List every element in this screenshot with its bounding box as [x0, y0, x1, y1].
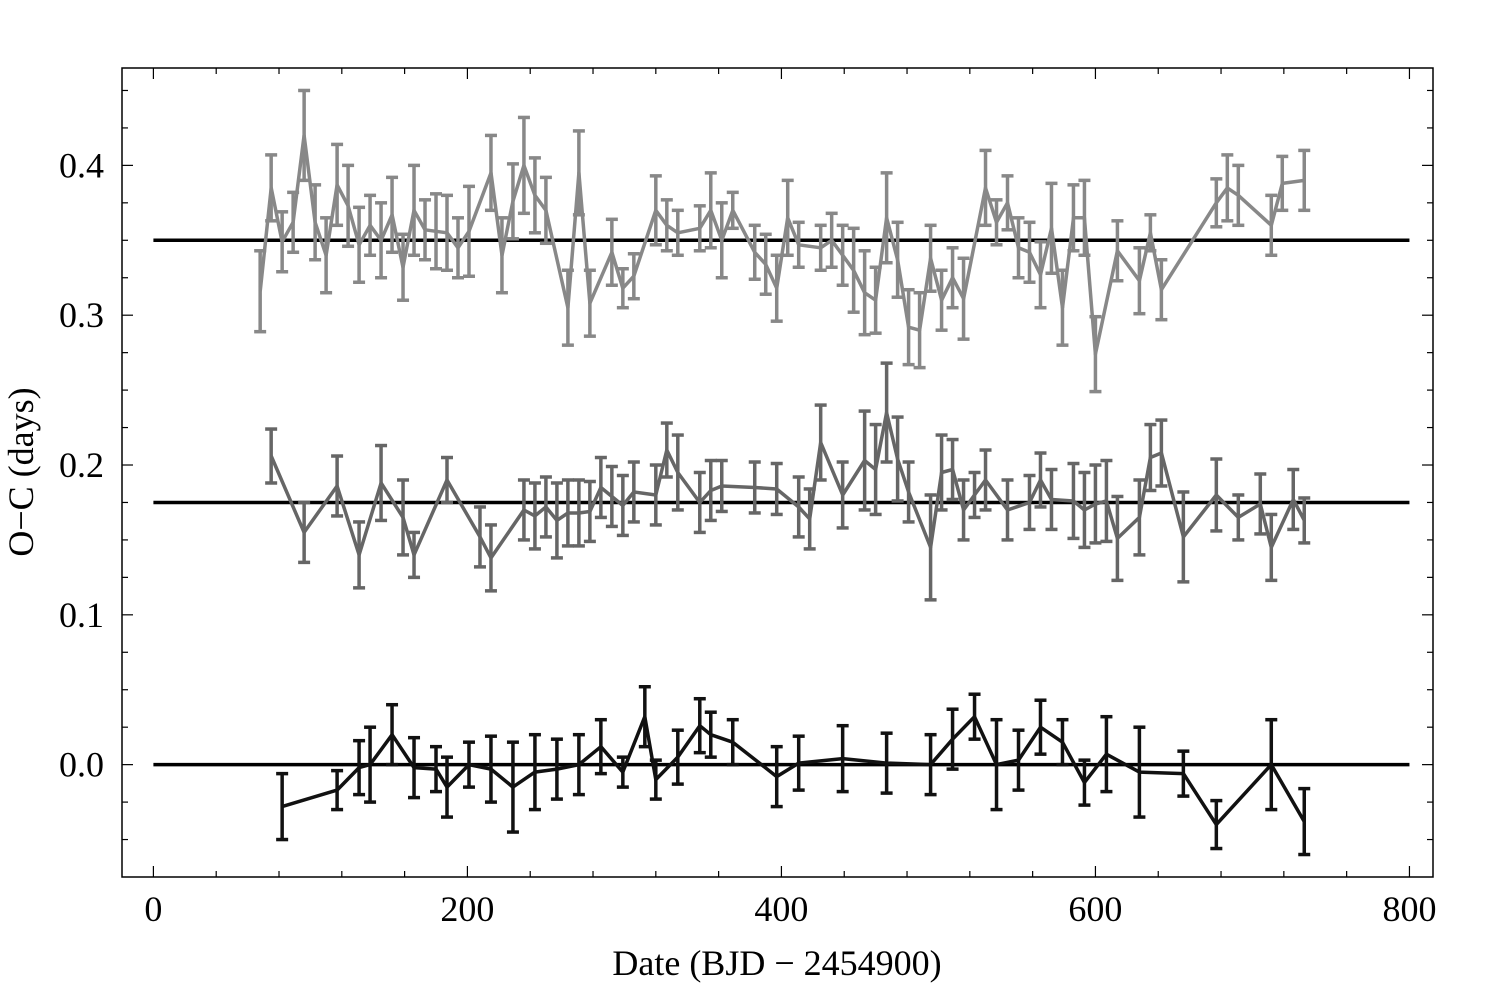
- y-tick-label: 0.0: [59, 745, 104, 785]
- x-tick-label: 600: [1068, 889, 1122, 929]
- x-tick-label: 200: [440, 889, 494, 929]
- x-tick-label: 800: [1382, 889, 1436, 929]
- y-axis-title: O−C (days): [1, 387, 41, 556]
- x-axis-title: Date (BJD − 2454900): [612, 943, 941, 983]
- y-tick-label: 0.2: [59, 445, 104, 485]
- series-1: [265, 361, 1311, 602]
- axis-ticks: [122, 68, 1433, 877]
- tick-labels: 0 200 400 600 800 0.0 0.1 0.2 0.3 0.4: [59, 145, 1436, 929]
- x-tick-label: 400: [754, 889, 808, 929]
- plot-frame: [121, 67, 1434, 878]
- series-layer: [254, 88, 1311, 857]
- x-tick-label: 0: [144, 889, 162, 929]
- series-line-1: [269, 410, 1306, 560]
- series-2: [276, 684, 1311, 857]
- series-0: [254, 88, 1311, 394]
- series-line-2: [281, 714, 1306, 827]
- y-tick-label: 0.3: [59, 295, 104, 335]
- y-tick-label: 0.4: [59, 145, 104, 185]
- y-tick-label: 0.1: [59, 595, 104, 635]
- series-line-0: [258, 133, 1305, 356]
- error-bar: [1298, 496, 1311, 545]
